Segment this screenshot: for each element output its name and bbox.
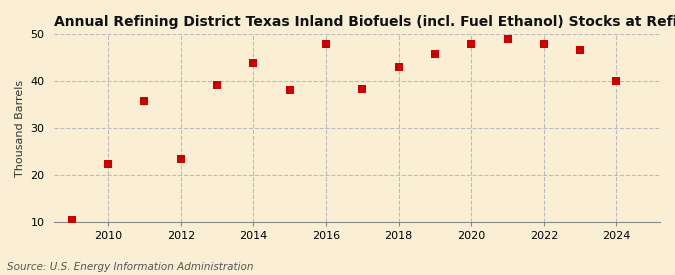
Point (66, 218, 77, 222)
Point (103, 161, 113, 166)
Text: Annual Refining District Texas Inland Biofuels (incl. Fuel Ethanol) Stocks at Re: Annual Refining District Texas Inland Bi… (54, 15, 675, 29)
Point (574, 48, 585, 52)
Point (394, 65, 404, 70)
Point (139, 99, 150, 103)
Point (357, 87, 368, 92)
Point (611, 79, 622, 84)
Y-axis label: Thousand Barrels: Thousand Barrels (15, 80, 25, 177)
Point (284, 88, 295, 92)
Point (176, 157, 186, 161)
Point (429, 52, 440, 56)
Point (502, 37, 513, 41)
Text: Source: U.S. Energy Information Administration: Source: U.S. Energy Information Administ… (7, 262, 253, 272)
Point (212, 83, 223, 87)
Point (321, 42, 331, 46)
Point (466, 42, 477, 46)
Point (539, 42, 549, 46)
Point (248, 60, 259, 65)
